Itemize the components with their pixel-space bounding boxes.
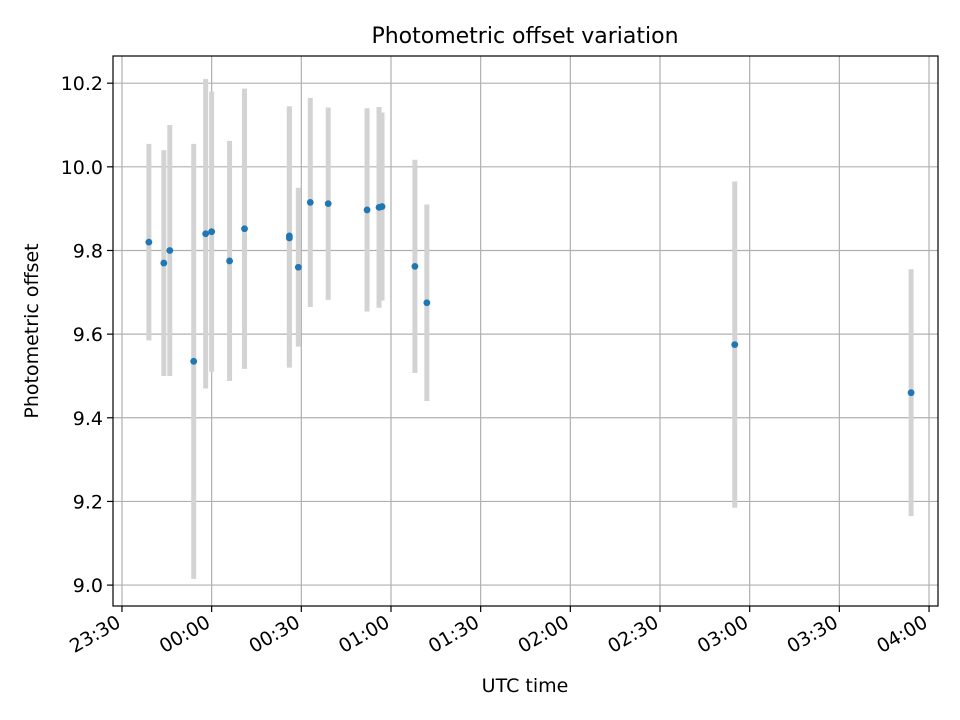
data-point — [166, 247, 174, 254]
data-point — [731, 341, 739, 348]
data-point — [241, 225, 248, 233]
data-point — [306, 198, 314, 206]
y-tick-label: 9.4 — [73, 408, 103, 430]
y-tick-label: 9.2 — [73, 491, 103, 513]
data-point — [363, 206, 371, 214]
data-point — [294, 263, 302, 271]
data-point — [378, 203, 386, 210]
data-points — [145, 198, 915, 397]
data-point — [202, 230, 210, 238]
grid-lines — [113, 56, 938, 606]
y-tick-label: 10.2 — [61, 73, 103, 95]
data-point — [423, 299, 431, 307]
data-point — [324, 200, 332, 208]
data-point — [226, 257, 233, 265]
y-tick-label: 9.0 — [73, 575, 103, 597]
data-point — [160, 259, 168, 267]
chart-title: Photometric offset variation — [371, 24, 678, 49]
y-tick-label: 9.6 — [73, 324, 103, 346]
data-point — [145, 238, 153, 246]
data-point — [411, 262, 419, 270]
plot-frame — [112, 55, 939, 607]
data-point — [285, 234, 293, 242]
data-point — [190, 357, 198, 365]
y-tick-label: 9.8 — [73, 240, 103, 262]
x-axis-label: UTC time — [482, 675, 569, 697]
y-axis-label: Photometric offset — [21, 243, 43, 418]
y-tick-label: 10.0 — [61, 157, 103, 179]
data-point — [208, 228, 216, 236]
data-point — [907, 389, 915, 397]
